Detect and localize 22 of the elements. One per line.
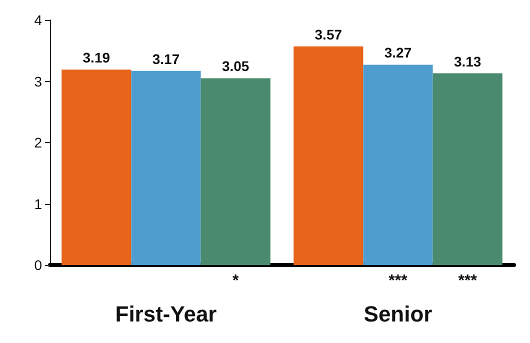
y-tick-label: 1 <box>34 196 42 212</box>
bar <box>294 46 364 265</box>
text: * <box>232 272 240 290</box>
y-tick-label: 0 <box>34 257 42 273</box>
bar <box>131 70 201 265</box>
data-label: 3.17 <box>152 50 180 67</box>
data-label: 3.05 <box>222 58 250 74</box>
bar <box>200 78 270 265</box>
x-tick-label: Senior <box>364 302 433 326</box>
text: *** <box>388 272 408 290</box>
y-tick-label: 2 <box>34 134 42 150</box>
data-label: 3.57 <box>314 26 342 42</box>
text: *** <box>458 272 478 290</box>
data-label: 3.27 <box>384 44 412 61</box>
y-tick-label: 3 <box>34 73 42 90</box>
bar <box>363 64 433 265</box>
x-tick-label: First-Year <box>115 302 218 326</box>
data-label: 3.13 <box>454 53 482 70</box>
bar <box>62 70 132 265</box>
data-label: 3.19 <box>82 50 110 66</box>
y-tick-label: 4 <box>34 12 42 28</box>
bar <box>432 73 502 265</box>
